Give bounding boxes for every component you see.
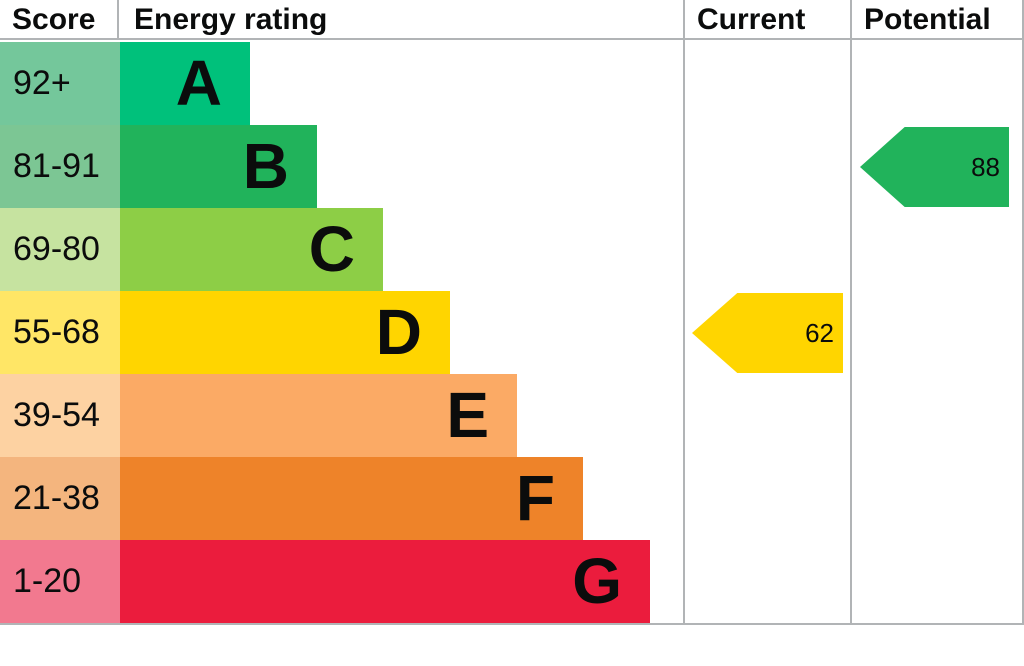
band-bar: B — [120, 125, 317, 208]
band-score-range: 69-80 — [0, 208, 120, 291]
column-header-energy-rating: Energy rating — [134, 3, 328, 36]
score-rating-header-divider — [117, 0, 119, 38]
band-letter: A — [175, 47, 222, 119]
band-score-range: 55-68 — [0, 291, 120, 374]
potential-rating-arrow: 88 — [860, 127, 1009, 207]
column-header-score: Score — [12, 3, 96, 36]
band-bar: D — [120, 291, 450, 374]
band-score-range: 81-91 — [0, 125, 120, 208]
right-border-line — [1022, 0, 1024, 625]
epc-band-row: 69-80 C — [0, 208, 683, 291]
column-header-potential: Potential — [864, 3, 991, 36]
current-column-divider — [683, 0, 685, 625]
band-score-range: 1-20 — [0, 540, 120, 623]
potential-rating-value: 88 — [971, 152, 1000, 182]
column-header-current: Current — [697, 3, 806, 36]
band-letter: C — [308, 213, 355, 285]
epc-band-row: 21-38 F — [0, 457, 683, 540]
band-letter: B — [242, 130, 289, 202]
header-bottom-border — [0, 38, 1024, 40]
band-letter: E — [446, 379, 489, 451]
chart-bottom-border — [0, 623, 1024, 625]
epc-band-row: 55-68 D — [0, 291, 683, 374]
band-bar: A — [120, 42, 250, 125]
current-rating-value: 62 — [805, 318, 834, 348]
epc-band-row: 1-20 G — [0, 540, 683, 623]
band-letter: F — [515, 462, 555, 534]
band-score-range: 39-54 — [0, 374, 120, 457]
potential-column-divider — [850, 0, 852, 625]
epc-band-row: 81-91 B — [0, 125, 683, 208]
band-letter: G — [572, 545, 622, 617]
band-bar: C — [120, 208, 383, 291]
band-bar: E — [120, 374, 517, 457]
band-letter: D — [375, 296, 422, 368]
band-bar: F — [120, 457, 583, 540]
band-score-range: 92+ — [0, 42, 120, 125]
band-bar: G — [120, 540, 650, 623]
epc-band-row: 39-54 E — [0, 374, 683, 457]
current-rating-arrow: 62 — [692, 293, 843, 373]
epc-band-row: 92+ A — [0, 42, 683, 125]
band-score-range: 21-38 — [0, 457, 120, 540]
